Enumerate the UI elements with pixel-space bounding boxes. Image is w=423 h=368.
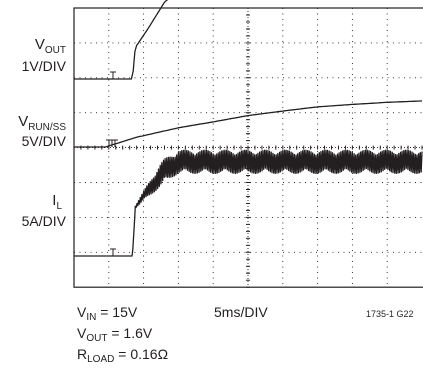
trace-vrun: [74, 100, 423, 148]
trace-vout: [74, 0, 169, 80]
condition-vout: VOUT = 1.6V: [77, 325, 153, 344]
vrun-label-main: V: [18, 113, 28, 130]
channel-label-vrun: VRUN/SS 5V/DIV: [18, 113, 66, 149]
condition-vin: VIN = 15V: [77, 304, 138, 323]
timebase-label: 5ms/DIV: [214, 304, 268, 320]
condition-rload-sub: LOAD: [87, 354, 114, 365]
ground-marker-vout: [110, 71, 116, 79]
figure-id: 1735-1 G22: [366, 309, 414, 319]
condition-vout-sub: OUT: [86, 333, 107, 344]
svg-text:IL: IL: [52, 192, 62, 212]
condition-vin-main: V: [77, 304, 87, 320]
vout-label-main: V: [35, 36, 45, 53]
condition-vout-value: = 1.6V: [107, 325, 152, 341]
vrun-label-sub: RUN/SS: [28, 122, 66, 133]
condition-rload-value: = 0.16Ω: [114, 346, 168, 362]
ground-marker-vrun: [106, 139, 118, 147]
trace-il: [74, 149, 423, 257]
vrun-scale-label: 5V/DIV: [22, 133, 67, 149]
condition-rload-main: R: [77, 346, 87, 362]
condition-vin-value: = 15V: [96, 304, 138, 320]
svg-text:VOUT: VOUT: [35, 36, 66, 56]
channel-label-il: IL 5A/DIV: [22, 192, 67, 229]
vout-scale-label: 1V/DIV: [22, 58, 67, 74]
condition-vout-main: V: [77, 325, 87, 341]
channel-label-vout: VOUT 1V/DIV: [22, 36, 67, 74]
plot-frame: [73, 7, 423, 288]
svg-text:VRUN/SS: VRUN/SS: [18, 113, 66, 133]
vout-label-sub: OUT: [45, 45, 66, 56]
graticule: [73, 7, 423, 288]
condition-vin-sub: IN: [86, 312, 96, 323]
ground-marker-il: [110, 248, 116, 256]
il-scale-label: 5A/DIV: [22, 213, 67, 229]
trace-layer: [74, 0, 423, 257]
il-label-main: I: [52, 192, 56, 209]
condition-rload: RLOAD = 0.16Ω: [77, 346, 168, 365]
il-label-sub: L: [56, 201, 62, 212]
